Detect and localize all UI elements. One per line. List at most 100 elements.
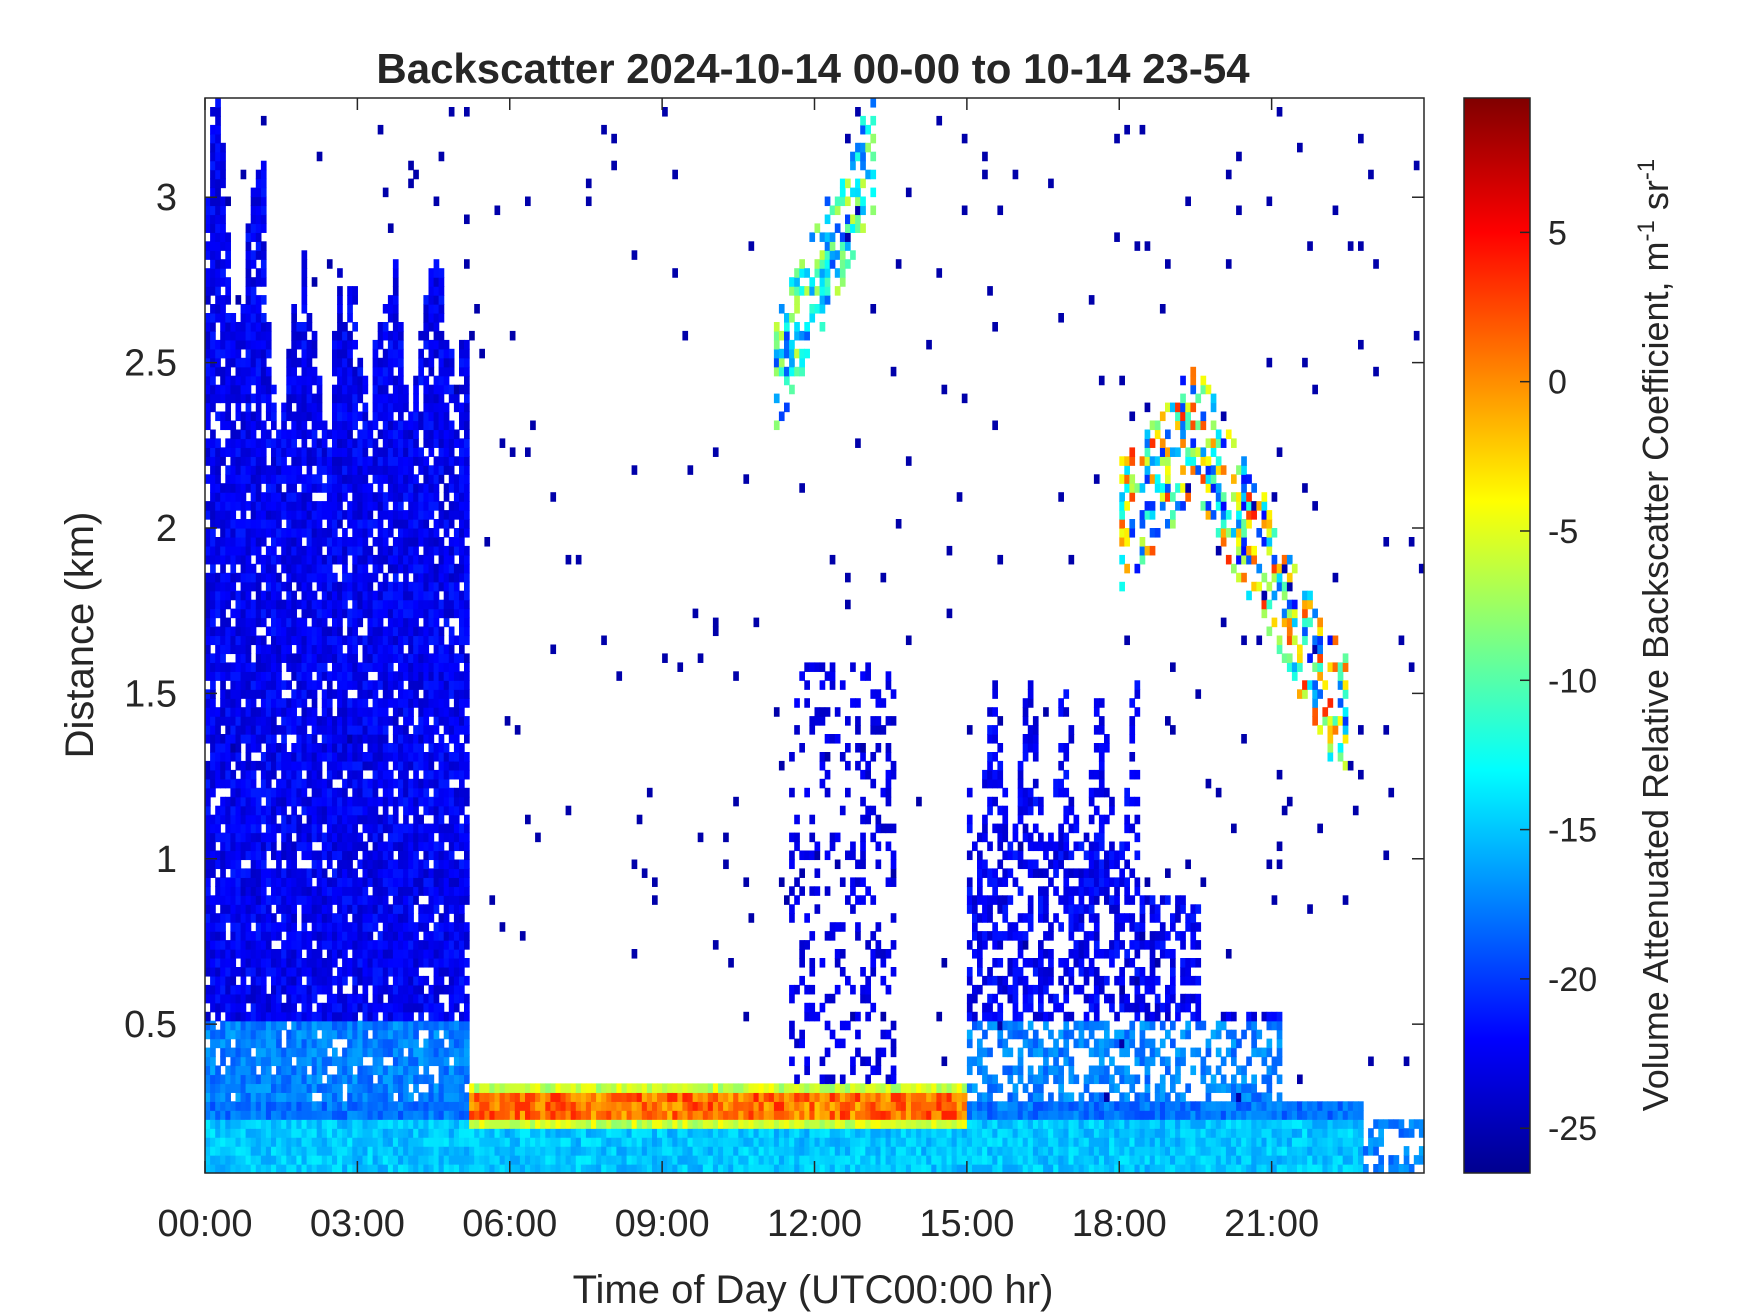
- heatmap-cell: [332, 617, 338, 628]
- heatmap-cell: [215, 366, 221, 377]
- heatmap-cell: [210, 698, 216, 708]
- heatmap-cell: [453, 456, 460, 466]
- heatmap-cell: [499, 1110, 506, 1120]
- heatmap-cell: [347, 931, 353, 941]
- heatmap-cell: [245, 796, 252, 807]
- heatmap-cell: [220, 680, 226, 690]
- heatmap-cell: [326, 1101, 333, 1111]
- heatmap-cell: [392, 635, 399, 646]
- heatmap-cell: [306, 384, 313, 395]
- heatmap-cell: [413, 1110, 419, 1120]
- heatmap-cell: [392, 895, 399, 905]
- heatmap-cell: [250, 1119, 257, 1129]
- heatmap-cell: [215, 975, 221, 986]
- heatmap-cell: [321, 438, 328, 448]
- heatmap-cell: [316, 581, 323, 592]
- heatmap-cell: [433, 295, 440, 305]
- heatmap-cell: [575, 1155, 582, 1165]
- heatmap-cell: [509, 1101, 516, 1111]
- heatmap-cell: [453, 653, 460, 663]
- heatmap-cell: [377, 778, 384, 789]
- heatmap-cell: [306, 1002, 313, 1013]
- heatmap-cell: [276, 1020, 282, 1031]
- heatmap-cell: [215, 922, 221, 932]
- heatmap-cell: [286, 725, 292, 735]
- heatmap-cell: [357, 429, 364, 440]
- heatmap-cell: [235, 662, 242, 672]
- heatmap-cell: [235, 922, 242, 932]
- heatmap-cell: [271, 993, 277, 1004]
- heatmap-cell: [362, 653, 369, 663]
- heatmap-cell: [265, 1002, 272, 1013]
- heatmap-cell: [311, 339, 318, 350]
- heatmap-cell: [377, 1020, 384, 1031]
- heatmap-cell: [332, 796, 338, 807]
- heatmap-cell: [225, 348, 231, 359]
- heatmap-cell: [565, 1092, 572, 1102]
- heatmap-cell: [677, 1146, 684, 1156]
- heatmap-cell: [235, 734, 242, 744]
- heatmap-cell: [565, 1155, 572, 1165]
- heatmap-cell: [296, 1038, 303, 1049]
- heatmap-cell: [428, 1119, 435, 1129]
- heatmap-cell: [225, 286, 231, 296]
- heatmap-cell: [240, 438, 247, 448]
- heatmap-cell: [306, 805, 313, 816]
- heatmap-cell: [560, 1101, 567, 1111]
- heatmap-cell: [464, 725, 470, 735]
- heatmap-cell: [387, 1137, 394, 1147]
- heatmap-cell: [316, 895, 323, 905]
- heatmap-cell: [271, 456, 277, 466]
- heatmap-cell: [408, 1029, 414, 1040]
- heatmap-cell: [230, 859, 237, 870]
- heatmap-cell: [230, 1137, 237, 1147]
- heatmap-cell: [271, 689, 277, 699]
- heatmap-cell: [459, 967, 465, 977]
- heatmap-cell: [382, 1119, 389, 1129]
- heatmap-cell: [372, 1155, 379, 1165]
- heatmap-cell: [392, 375, 399, 386]
- heatmap-cell: [205, 1137, 211, 1147]
- heatmap-cell: [235, 492, 242, 502]
- heatmap-cell: [286, 913, 292, 923]
- heatmap-cell: [443, 465, 450, 475]
- heatmap-cell: [347, 895, 353, 905]
- heatmap-cell: [413, 814, 419, 825]
- heatmap-cell: [372, 689, 379, 699]
- heatmap-cell: [357, 1128, 364, 1138]
- heatmap-cell: [499, 1083, 506, 1093]
- heatmap-cell: [519, 1119, 526, 1129]
- heatmap-cell: [210, 734, 216, 744]
- heatmap-cell: [245, 465, 252, 475]
- heatmap-cell: [215, 259, 221, 269]
- heatmap-cell: [377, 823, 384, 834]
- heatmap-cell: [326, 1119, 333, 1129]
- heatmap-cell: [453, 671, 460, 681]
- heatmap-cell: [484, 1101, 491, 1111]
- heatmap-cell: [382, 1002, 389, 1013]
- heatmap-cell: [459, 537, 465, 547]
- heatmap-cell: [535, 1101, 541, 1111]
- heatmap-cell: [306, 778, 313, 789]
- heatmap-cell: [311, 904, 318, 914]
- heatmap-cell: [672, 1083, 678, 1093]
- heatmap-cell: [311, 644, 318, 655]
- heatmap-cell: [337, 510, 343, 520]
- heatmap-cell: [357, 411, 364, 422]
- heatmap-cell: [260, 205, 267, 216]
- heatmap-cell: [286, 1128, 292, 1138]
- heatmap-cell: [306, 1164, 313, 1174]
- heatmap-cell: [215, 734, 221, 744]
- heatmap-cell: [362, 1011, 369, 1022]
- heatmap-cell: [682, 1137, 689, 1147]
- heatmap-cell: [438, 769, 445, 780]
- heatmap-cell: [230, 626, 237, 637]
- heatmap-cell: [464, 931, 470, 941]
- heatmap-cell: [433, 823, 440, 834]
- heatmap-cell: [332, 420, 338, 431]
- heatmap-cell: [296, 1110, 303, 1120]
- heatmap-cell: [453, 949, 460, 959]
- heatmap-cell: [367, 581, 374, 592]
- heatmap-cell: [403, 967, 409, 977]
- heatmap-cell: [265, 832, 272, 843]
